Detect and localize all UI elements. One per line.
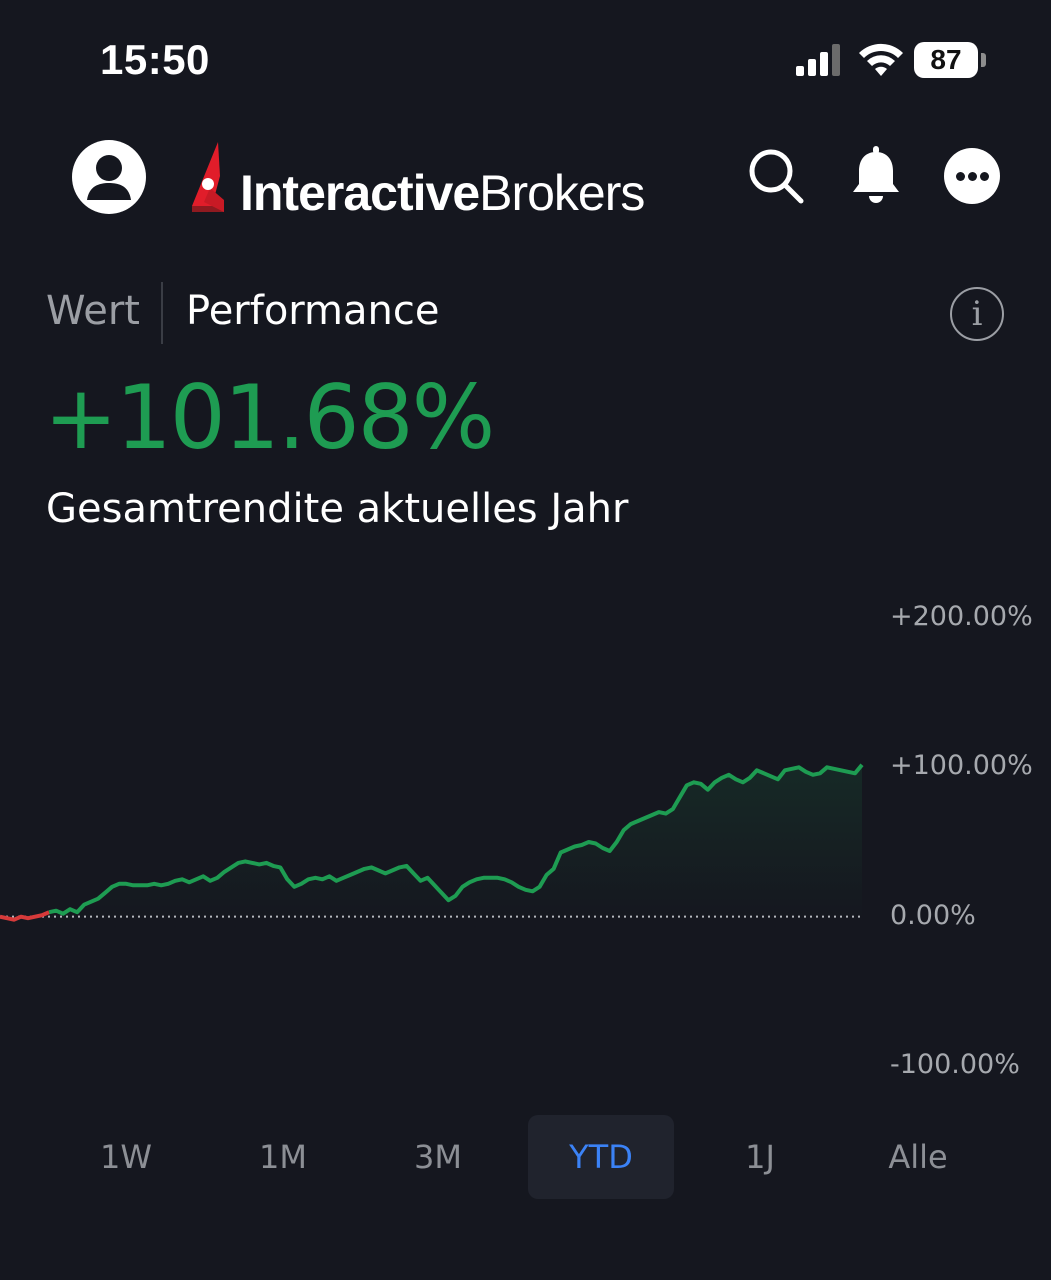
range-option-ytd[interactable]: YTD	[528, 1115, 674, 1199]
battery-level: 87	[930, 44, 962, 75]
range-selector: 1W 1M 3M YTD 1J Alle	[40, 1115, 1020, 1201]
range-option-1w[interactable]: 1W	[100, 1138, 152, 1176]
battery-icon: 87	[914, 42, 986, 78]
brand-logo-mark-icon	[192, 142, 224, 212]
y-tick-label: 0.00%	[890, 899, 976, 931]
info-icon[interactable]: i	[950, 287, 1004, 341]
wifi-icon	[859, 43, 903, 76]
tab-value[interactable]: Wert	[46, 288, 140, 334]
performance-chart: +200.00% +100.00% 0.00% -100.00%	[0, 590, 1051, 1090]
performance-area	[0, 764, 862, 920]
y-tick-label: -100.00%	[890, 1049, 1020, 1080]
range-option-1j[interactable]: 1J	[745, 1138, 775, 1176]
tab-divider	[161, 282, 163, 344]
status-time: 15:50	[100, 36, 210, 83]
performance-line	[48, 763, 864, 916]
performance-line-negative	[0, 910, 50, 922]
brand-name-regular: Brokers	[479, 165, 645, 221]
search-icon[interactable]	[746, 146, 806, 206]
profile-icon[interactable]	[72, 140, 146, 214]
performance-label: Gesamtrendite aktuelles Jahr	[46, 486, 629, 532]
more-icon[interactable]	[944, 148, 1000, 204]
performance-chart-plot	[0, 763, 864, 922]
brand-name-bold: Interactive	[240, 165, 480, 221]
brand-logo: InteractiveBrokers	[188, 142, 688, 222]
y-tick-label: +200.00%	[890, 601, 1033, 632]
signal-icon	[796, 44, 840, 76]
range-option-1m[interactable]: 1M	[259, 1138, 307, 1176]
range-option-3m[interactable]: 3M	[414, 1138, 462, 1176]
performance-value: +101.68%	[44, 366, 495, 469]
bell-icon[interactable]	[848, 144, 904, 206]
y-tick-label: +100.00%	[890, 750, 1033, 782]
app-header: InteractiveBrokers	[0, 130, 1051, 230]
range-option-alle[interactable]: Alle	[888, 1138, 948, 1176]
view-tabs: Wert Performance	[46, 282, 746, 344]
tab-performance[interactable]: Performance	[186, 288, 440, 334]
status-bar: 15:50 87	[0, 0, 1051, 120]
